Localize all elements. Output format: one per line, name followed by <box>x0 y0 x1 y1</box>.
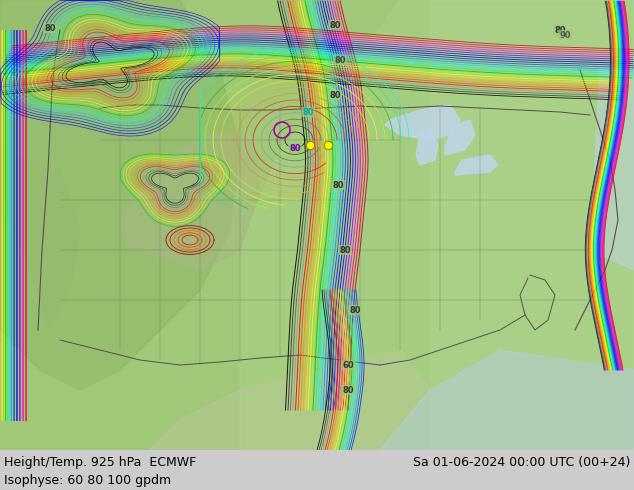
Polygon shape <box>385 105 460 140</box>
Text: Isophyse: 60 80 100 gpdm: Isophyse: 60 80 100 gpdm <box>4 473 171 487</box>
Polygon shape <box>380 350 634 450</box>
Text: Sa 01-06-2024 00:00 UTC (00+24): Sa 01-06-2024 00:00 UTC (00+24) <box>413 456 630 468</box>
Text: 80: 80 <box>289 144 301 152</box>
Polygon shape <box>150 350 430 450</box>
Text: 80: 80 <box>302 107 314 117</box>
Polygon shape <box>0 150 80 330</box>
Polygon shape <box>445 120 475 155</box>
Polygon shape <box>590 70 634 270</box>
Text: 80: 80 <box>342 386 354 394</box>
Text: 80: 80 <box>332 180 344 190</box>
Text: 80: 80 <box>44 24 56 32</box>
Polygon shape <box>455 155 498 175</box>
Text: 80: 80 <box>329 21 340 29</box>
Polygon shape <box>430 0 634 450</box>
Text: 60: 60 <box>342 361 354 369</box>
Polygon shape <box>240 0 634 450</box>
Polygon shape <box>416 130 438 165</box>
Text: 80: 80 <box>339 245 351 254</box>
Polygon shape <box>0 0 240 390</box>
Text: 80: 80 <box>334 55 346 65</box>
Text: 80: 80 <box>554 25 566 34</box>
Polygon shape <box>120 130 260 270</box>
Text: Height/Temp. 925 hPa  ECMWF: Height/Temp. 925 hPa ECMWF <box>4 456 197 468</box>
Text: 80: 80 <box>329 91 340 99</box>
Text: 90: 90 <box>559 30 571 40</box>
Text: 80: 80 <box>349 305 361 315</box>
